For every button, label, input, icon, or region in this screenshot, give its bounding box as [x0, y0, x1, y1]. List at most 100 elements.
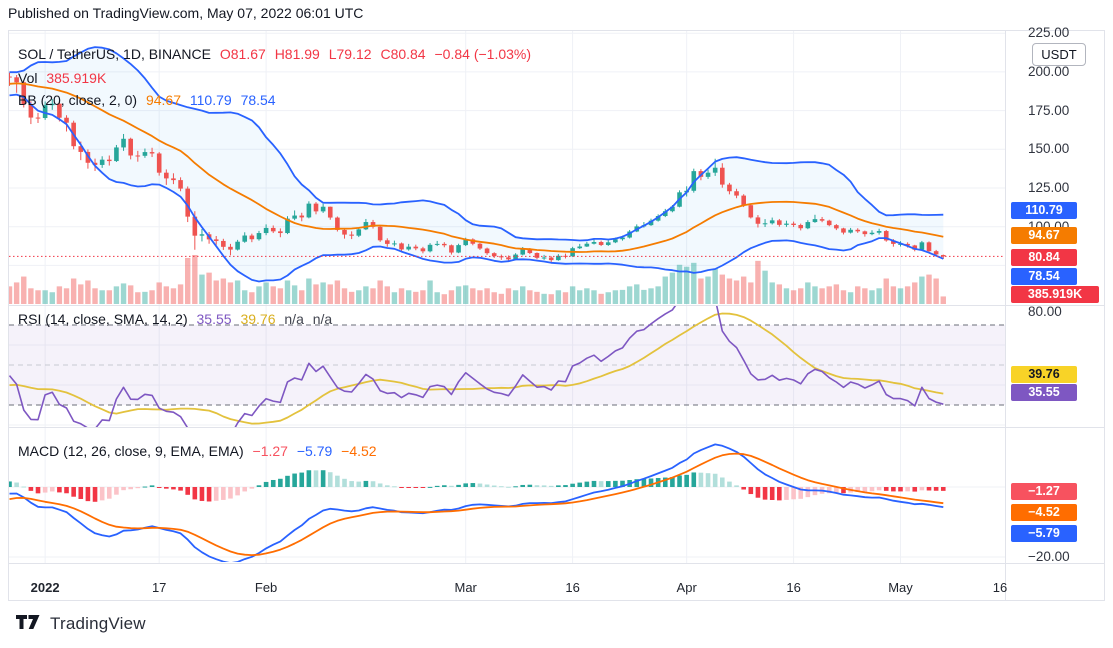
time-tick-label: Apr: [676, 580, 697, 595]
volume-bar: [142, 291, 148, 304]
macd-histogram-bar: [563, 485, 568, 487]
candle-body: [662, 211, 668, 217]
macd-histogram-bar: [442, 485, 447, 487]
macd-histogram-bar: [377, 483, 383, 487]
candle-body: [627, 231, 632, 238]
macd-histogram-bar: [834, 487, 839, 494]
macd-histogram-bar: [527, 484, 533, 487]
macd-histogram-bar: [762, 487, 768, 500]
volume-bar: [227, 282, 234, 304]
time-tick-label: May: [888, 580, 913, 595]
candle-body: [92, 162, 98, 165]
volume-bar: [912, 282, 918, 304]
volume-bar: [683, 266, 690, 304]
candle-body: [762, 223, 768, 225]
volume-bar: [698, 278, 704, 304]
volume-bar: [249, 292, 255, 304]
volume-bar: [120, 283, 127, 304]
rsi-line: [9, 306, 944, 427]
macd-histogram-bar: [228, 487, 233, 499]
macd-histogram-bar: [670, 477, 675, 487]
candle-body: [491, 253, 497, 257]
candle-body: [862, 231, 868, 235]
macd-histogram-bar: [206, 487, 212, 502]
volume-bar: [405, 290, 412, 304]
candle-body: [940, 255, 946, 257]
candle-body: [35, 117, 41, 119]
volume-bar: [420, 290, 426, 304]
volume-bar: [598, 293, 604, 304]
volume-bar: [520, 286, 526, 304]
macd-histogram-bar: [855, 487, 861, 493]
macd-histogram-bar: [14, 482, 19, 487]
macd-histogram-bar: [641, 478, 647, 487]
macd-histogram-bar: [891, 487, 896, 492]
candle-body: [121, 138, 126, 148]
macd-histogram-bar: [242, 487, 248, 492]
macd-histogram-bar: [356, 481, 362, 487]
volume-bar: [769, 282, 775, 304]
volume-bar: [356, 290, 362, 304]
bb-label[interactable]: BB (20, close, 2, 0): [18, 92, 138, 108]
macd-histogram-bar: [591, 480, 597, 487]
candle-body: [228, 246, 233, 250]
volume-bar: [477, 290, 483, 304]
candle-body: [905, 243, 910, 246]
currency-toggle-chip[interactable]: USDT: [1032, 43, 1086, 66]
candle-body: [263, 227, 269, 234]
legend-volume: Vol 385.919K: [18, 70, 111, 86]
candle-body: [591, 242, 597, 244]
macd-histogram-bar: [106, 487, 112, 499]
bb-upper-line: [9, 46, 944, 242]
volume-bar: [634, 284, 640, 304]
macd-histogram-bar: [71, 487, 76, 497]
macd-histogram-bar: [121, 487, 126, 491]
macd-histogram-bar: [156, 487, 162, 488]
volume-bar: [862, 288, 868, 304]
macd-histogram-bar: [734, 485, 739, 487]
macd-histogram-bar: [434, 485, 440, 487]
macd-histogram-bar: [584, 481, 590, 487]
volume-bar: [313, 284, 319, 304]
candle-body: [712, 167, 718, 173]
volume-bar: [719, 274, 725, 304]
macd-histogram-bar: [748, 487, 754, 495]
macd-histogram-bar: [299, 472, 305, 487]
macd-histogram-bar: [898, 487, 903, 492]
macd-histogram-bar: [933, 487, 939, 491]
volume-label[interactable]: Vol: [18, 70, 38, 86]
macd-histogram-bar: [28, 487, 34, 491]
volume-bar: [733, 280, 740, 304]
macd-histogram-bar: [605, 481, 611, 487]
volume-bar: [904, 286, 911, 304]
candle-body: [235, 241, 240, 250]
volume-bar: [455, 286, 462, 304]
candle-body: [221, 240, 226, 247]
tradingview-brand-text[interactable]: TradingView: [50, 614, 146, 633]
candle-body: [584, 243, 590, 247]
rsi-label[interactable]: RSI (14, close, SMA, 14, 2): [18, 311, 188, 327]
volume-bar: [919, 276, 925, 304]
macd-histogram-bar: [306, 470, 312, 487]
candle-body: [613, 239, 618, 243]
candle-body: [891, 240, 896, 244]
macd-histogram-bar: [392, 486, 397, 488]
legend-symbol[interactable]: SOL / TetherUS, 1D, BINANCE: [18, 46, 211, 62]
candle-body: [306, 203, 312, 218]
volume-bar: [641, 289, 647, 304]
volume-bar: [847, 292, 854, 304]
macd-histogram-bar: [427, 486, 433, 488]
candle-body: [484, 248, 490, 254]
volume-bar: [705, 276, 711, 304]
macd-signal-badge: −4.52: [1011, 503, 1077, 521]
candle-body: [164, 172, 169, 179]
macd-histogram-bar: [92, 487, 98, 502]
macd-histogram-bar: [470, 483, 476, 487]
volume-bar: [263, 282, 269, 304]
candle-body: [855, 229, 861, 232]
macd-label[interactable]: MACD (12, 26, close, 9, EMA, EMA): [18, 443, 244, 459]
macd-histogram-bar: [484, 484, 490, 487]
tradingview-logo-icon[interactable]: [16, 613, 41, 635]
